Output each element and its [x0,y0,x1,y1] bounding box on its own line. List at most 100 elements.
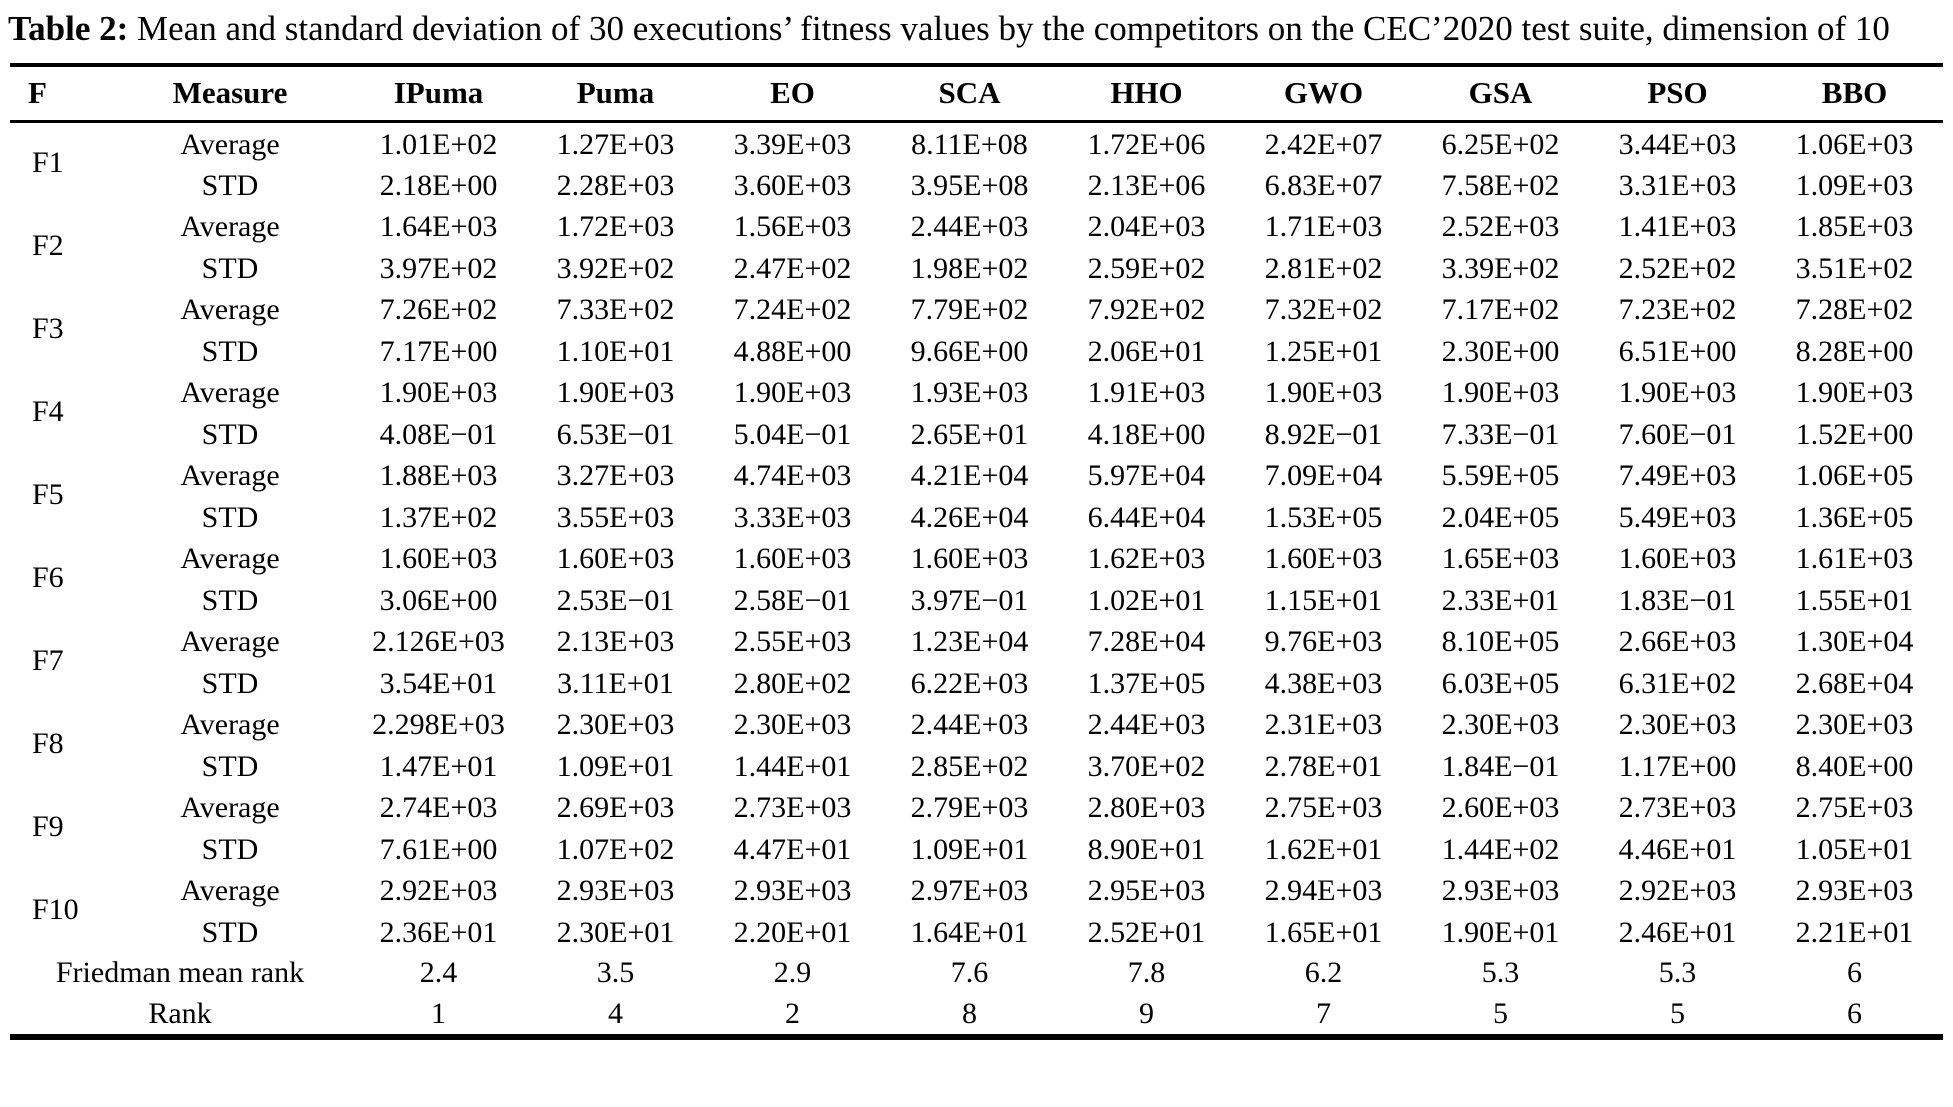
measure-label: Average [180,376,280,409]
value-cell: 1.72E+06 [1087,127,1206,161]
value-cell: 1.01E+02 [379,127,498,161]
measure-label: Average [180,874,280,907]
value-cell: 1.23E+04 [910,625,1029,658]
footer-value-cell: 5.3 [1658,955,1697,989]
value-cell: 8.40E+00 [1795,749,1914,783]
value-cell: 1.44E+02 [1441,832,1560,866]
footer-value-cell: 5 [1493,997,1508,1030]
value-cell: 1.90E+03 [556,376,675,409]
value-cell: 1.56E+03 [733,210,852,243]
value-cell: 7.58E+02 [1441,168,1560,202]
value-cell: 1.05E+01 [1795,832,1914,866]
value-cell: 2.36E+01 [379,915,498,949]
value-cell: 1.64E+01 [910,915,1029,949]
value-cell: 2.28E+03 [556,168,675,202]
value-cell: 2.20E+01 [733,915,852,949]
column-header-gwo: GWO [1283,75,1364,111]
function-label: F1 [32,146,64,180]
function-label: F8 [32,726,64,760]
column-header-sca: SCA [938,75,1001,111]
table-row: F5 Average 1.88E+03 3.27E+03 4.74E+03 4.21E+0… [10,453,1943,511]
value-cell: 6.31E+02 [1618,666,1737,700]
table-row: STD 1.37E+02 3.55E+03 3.33E+03 4.26E+04 6.44E… [10,499,1943,536]
value-cell: 2.30E+01 [556,915,675,949]
value-cell: 6.83E+07 [1264,168,1383,202]
value-cell: 6.03E+05 [1441,666,1560,700]
value-cell: 3.44E+03 [1618,127,1737,161]
value-cell: 7.61E+00 [379,832,498,866]
value-cell: 1.64E+03 [379,210,498,243]
value-cell: 1.93E+03 [910,376,1029,409]
column-header-puma: Puma [576,75,655,111]
value-cell: 1.90E+03 [1441,376,1560,409]
value-cell: 2.42E+07 [1264,127,1383,161]
table-row: STD 3.97E+02 3.92E+02 2.47E+02 1.98E+02 2.59E… [10,250,1943,287]
value-cell: 1.90E+03 [379,376,498,409]
value-cell: 2.53E−01 [556,583,675,617]
value-cell: 2.18E+00 [379,168,498,202]
value-cell: 2.92E+03 [1618,874,1737,907]
value-cell: 1.65E+03 [1441,542,1560,575]
table-row: F4 Average 1.90E+03 1.90E+03 1.90E+03 1.93E+0… [10,370,1943,428]
value-cell: 2.58E−01 [733,583,852,617]
value-cell: 7.26E+02 [379,293,498,326]
value-cell: 2.46E+01 [1618,915,1737,949]
footer-value-cell: 2 [785,997,800,1030]
value-cell: 2.93E+03 [733,874,852,907]
value-cell: 1.09E+01 [556,749,675,783]
footer-label: Rank [148,997,212,1030]
column-header-pso: PSO [1647,75,1708,111]
table-row: F7 Average 2.126E+03 2.13E+03 2.55E+03 1.23E+… [10,619,1943,677]
measure-label: Average [180,293,280,326]
measure-label: Average [180,459,280,492]
table-row: STD 3.06E+00 2.53E−01 2.58E−01 3.97E−01 1.02E… [10,582,1943,619]
value-cell: 6.22E+03 [910,666,1029,700]
table-row: F6 Average 1.60E+03 1.60E+03 1.60E+03 1.60E+0… [10,536,1943,594]
value-cell: 4.46E+01 [1618,832,1737,866]
value-cell: 2.60E+03 [1441,791,1560,824]
function-label: F6 [32,560,64,594]
footer-value-cell: 7.8 [1127,955,1166,989]
footer-value-cell: 4 [608,997,623,1030]
value-cell: 1.41E+03 [1618,210,1737,243]
column-header-gsa: GSA [1468,75,1533,111]
table-row: STD 3.54E+01 3.11E+01 2.80E+02 6.22E+03 1.37E… [10,665,1943,702]
value-cell: 2.80E+03 [1087,791,1206,824]
value-cell: 7.28E+04 [1087,625,1206,658]
value-cell: 2.30E+03 [556,708,675,741]
value-cell: 1.10E+01 [556,334,675,368]
footer-value-cell: 6.2 [1304,955,1343,989]
table-row: F3 Average 7.26E+02 7.33E+02 7.24E+02 7.79E+0… [10,287,1943,345]
value-cell: 7.17E+00 [379,334,498,368]
value-cell: 7.60E−01 [1618,417,1737,451]
value-cell: 1.37E+02 [379,500,498,534]
value-cell: 2.30E+03 [1795,708,1914,741]
value-cell: 2.30E+00 [1441,334,1560,368]
function-label: F5 [32,477,64,511]
footer-value-cell: 1 [431,997,446,1030]
value-cell: 2.73E+03 [1618,791,1737,824]
table-row: F9 Average 2.74E+03 2.69E+03 2.73E+03 2.79E+0… [10,785,1943,843]
measure-label: STD [201,168,259,202]
value-cell: 3.97E−01 [910,583,1029,617]
value-cell: 4.38E+03 [1264,666,1383,700]
footer-value-cell: 7.6 [950,955,989,989]
column-header-f: F [28,75,47,111]
value-cell: 2.73E+03 [733,791,852,824]
footer-value-cell: 8 [962,997,977,1030]
value-cell: 5.04E−01 [733,417,852,451]
function-label: F3 [32,311,64,345]
table-row: STD 1.47E+01 1.09E+01 1.44E+01 2.85E+02 3.70E… [10,748,1943,785]
value-cell: 2.74E+03 [379,791,498,824]
value-cell: 2.52E+03 [1441,210,1560,243]
measure-label: STD [201,583,259,617]
value-cell: 2.94E+03 [1264,874,1383,907]
value-cell: 3.70E+02 [1087,749,1206,783]
value-cell: 2.44E+03 [1087,708,1206,741]
value-cell: 3.92E+02 [556,251,675,285]
value-cell: 2.68E+04 [1795,666,1914,700]
footer-value-cell: 5.3 [1481,955,1520,989]
value-cell: 2.92E+03 [379,874,498,907]
value-cell: 2.97E+03 [910,874,1029,907]
value-cell: 2.93E+03 [556,874,675,907]
